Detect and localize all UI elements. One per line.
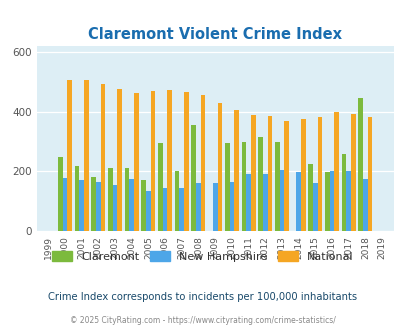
Bar [134, 93, 139, 231]
Bar [341, 154, 345, 231]
Bar [312, 183, 317, 231]
Bar [191, 125, 196, 231]
Bar [245, 174, 250, 231]
Bar [345, 171, 350, 231]
Bar [146, 191, 150, 231]
Bar [334, 112, 338, 231]
Bar [307, 164, 312, 231]
Text: © 2025 CityRating.com - https://www.cityrating.com/crime-statistics/: © 2025 CityRating.com - https://www.city… [70, 316, 335, 325]
Title: Claremont Violent Crime Index: Claremont Violent Crime Index [88, 27, 341, 42]
Bar [75, 166, 79, 231]
Bar [224, 143, 229, 231]
Bar [141, 180, 146, 231]
Bar [258, 137, 262, 231]
Bar [296, 172, 300, 231]
Bar [150, 91, 155, 231]
Bar [217, 103, 222, 231]
Bar [367, 117, 371, 231]
Bar [300, 119, 305, 231]
Text: Crime Index corresponds to incidents per 100,000 inhabitants: Crime Index corresponds to incidents per… [48, 292, 357, 302]
Bar [91, 177, 96, 231]
Bar [362, 180, 367, 231]
Bar [358, 98, 362, 231]
Legend: Claremont, New Hampshire, National: Claremont, New Hampshire, National [47, 247, 358, 267]
Bar [324, 172, 329, 231]
Bar [200, 95, 205, 231]
Bar [196, 183, 200, 231]
Bar [250, 115, 255, 231]
Bar [267, 115, 272, 231]
Bar [162, 188, 167, 231]
Bar [79, 180, 84, 231]
Bar [67, 80, 72, 231]
Bar [96, 182, 100, 231]
Bar [262, 174, 267, 231]
Bar [179, 188, 184, 231]
Bar [329, 171, 334, 231]
Bar [62, 178, 67, 231]
Bar [350, 114, 355, 231]
Bar [84, 80, 88, 231]
Bar [184, 92, 188, 231]
Bar [108, 168, 113, 231]
Bar [58, 157, 62, 231]
Bar [167, 90, 172, 231]
Bar [317, 117, 322, 231]
Bar [174, 171, 179, 231]
Bar [284, 121, 288, 231]
Bar [241, 143, 245, 231]
Bar [129, 180, 134, 231]
Bar [274, 143, 279, 231]
Bar [124, 168, 129, 231]
Bar [117, 89, 122, 231]
Bar [234, 110, 238, 231]
Bar [229, 182, 234, 231]
Bar [212, 183, 217, 231]
Bar [279, 171, 283, 231]
Bar [100, 84, 105, 231]
Bar [158, 143, 162, 231]
Bar [113, 185, 117, 231]
